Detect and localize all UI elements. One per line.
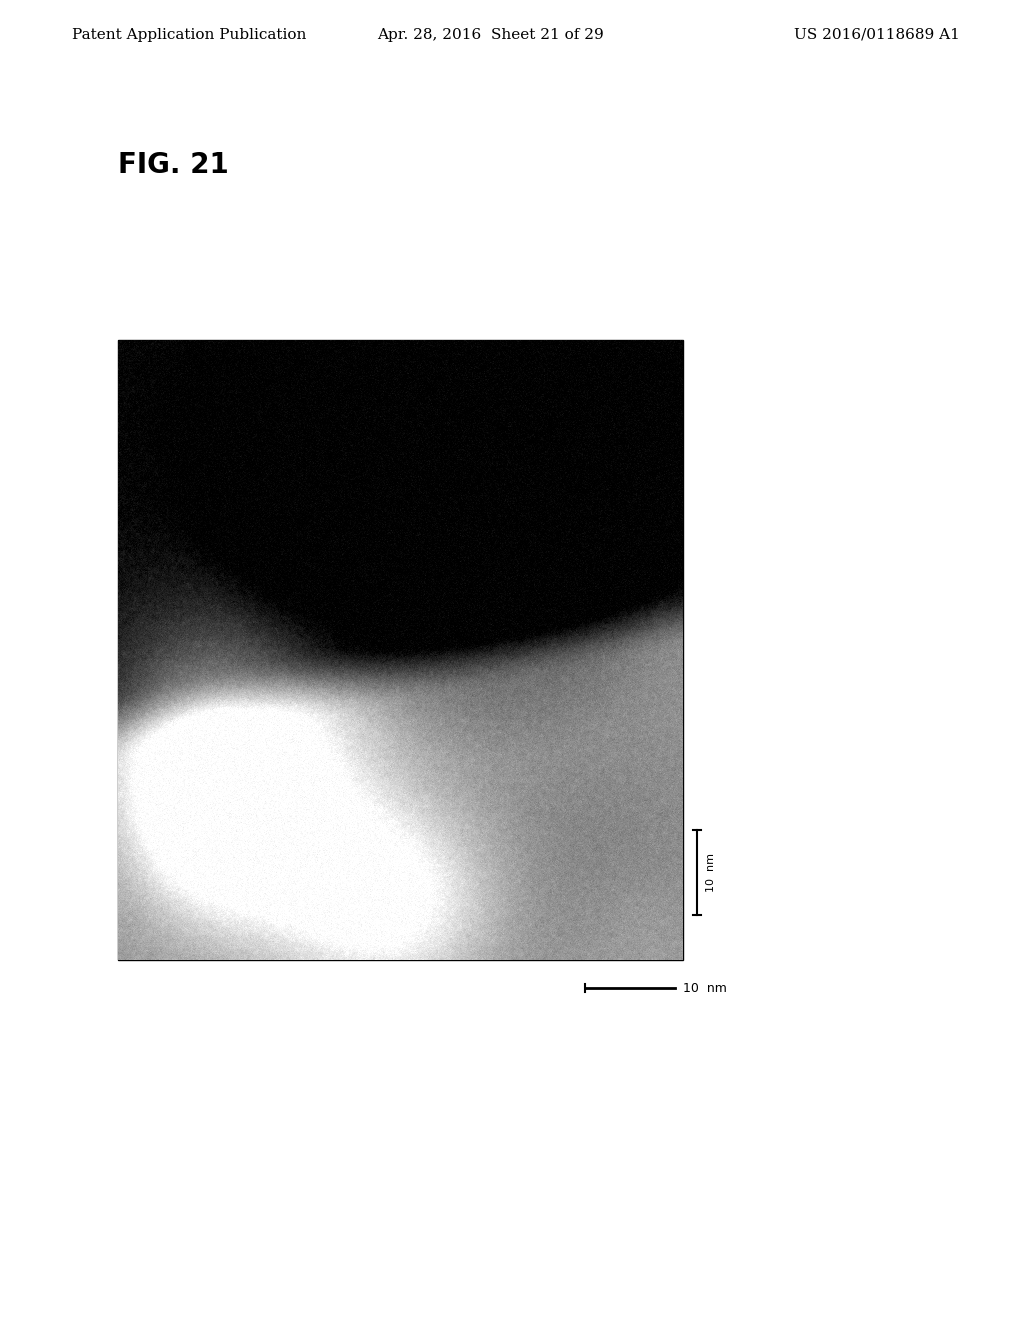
Text: LiFePO$_4$ particle: LiFePO$_4$ particle xyxy=(400,686,490,701)
Text: US 2016/0118689 A1: US 2016/0118689 A1 xyxy=(795,28,961,42)
Text: Apr. 28, 2016  Sheet 21 of 29: Apr. 28, 2016 Sheet 21 of 29 xyxy=(377,28,603,42)
Text: carbon coat layer: carbon coat layer xyxy=(490,849,595,861)
Text: Patent Application Publication: Patent Application Publication xyxy=(72,28,306,42)
Bar xyxy=(118,341,683,960)
Text: 10  nm: 10 nm xyxy=(706,853,716,892)
Text: FIG. 21: FIG. 21 xyxy=(118,150,228,180)
Text: 10  nm: 10 nm xyxy=(683,982,727,994)
